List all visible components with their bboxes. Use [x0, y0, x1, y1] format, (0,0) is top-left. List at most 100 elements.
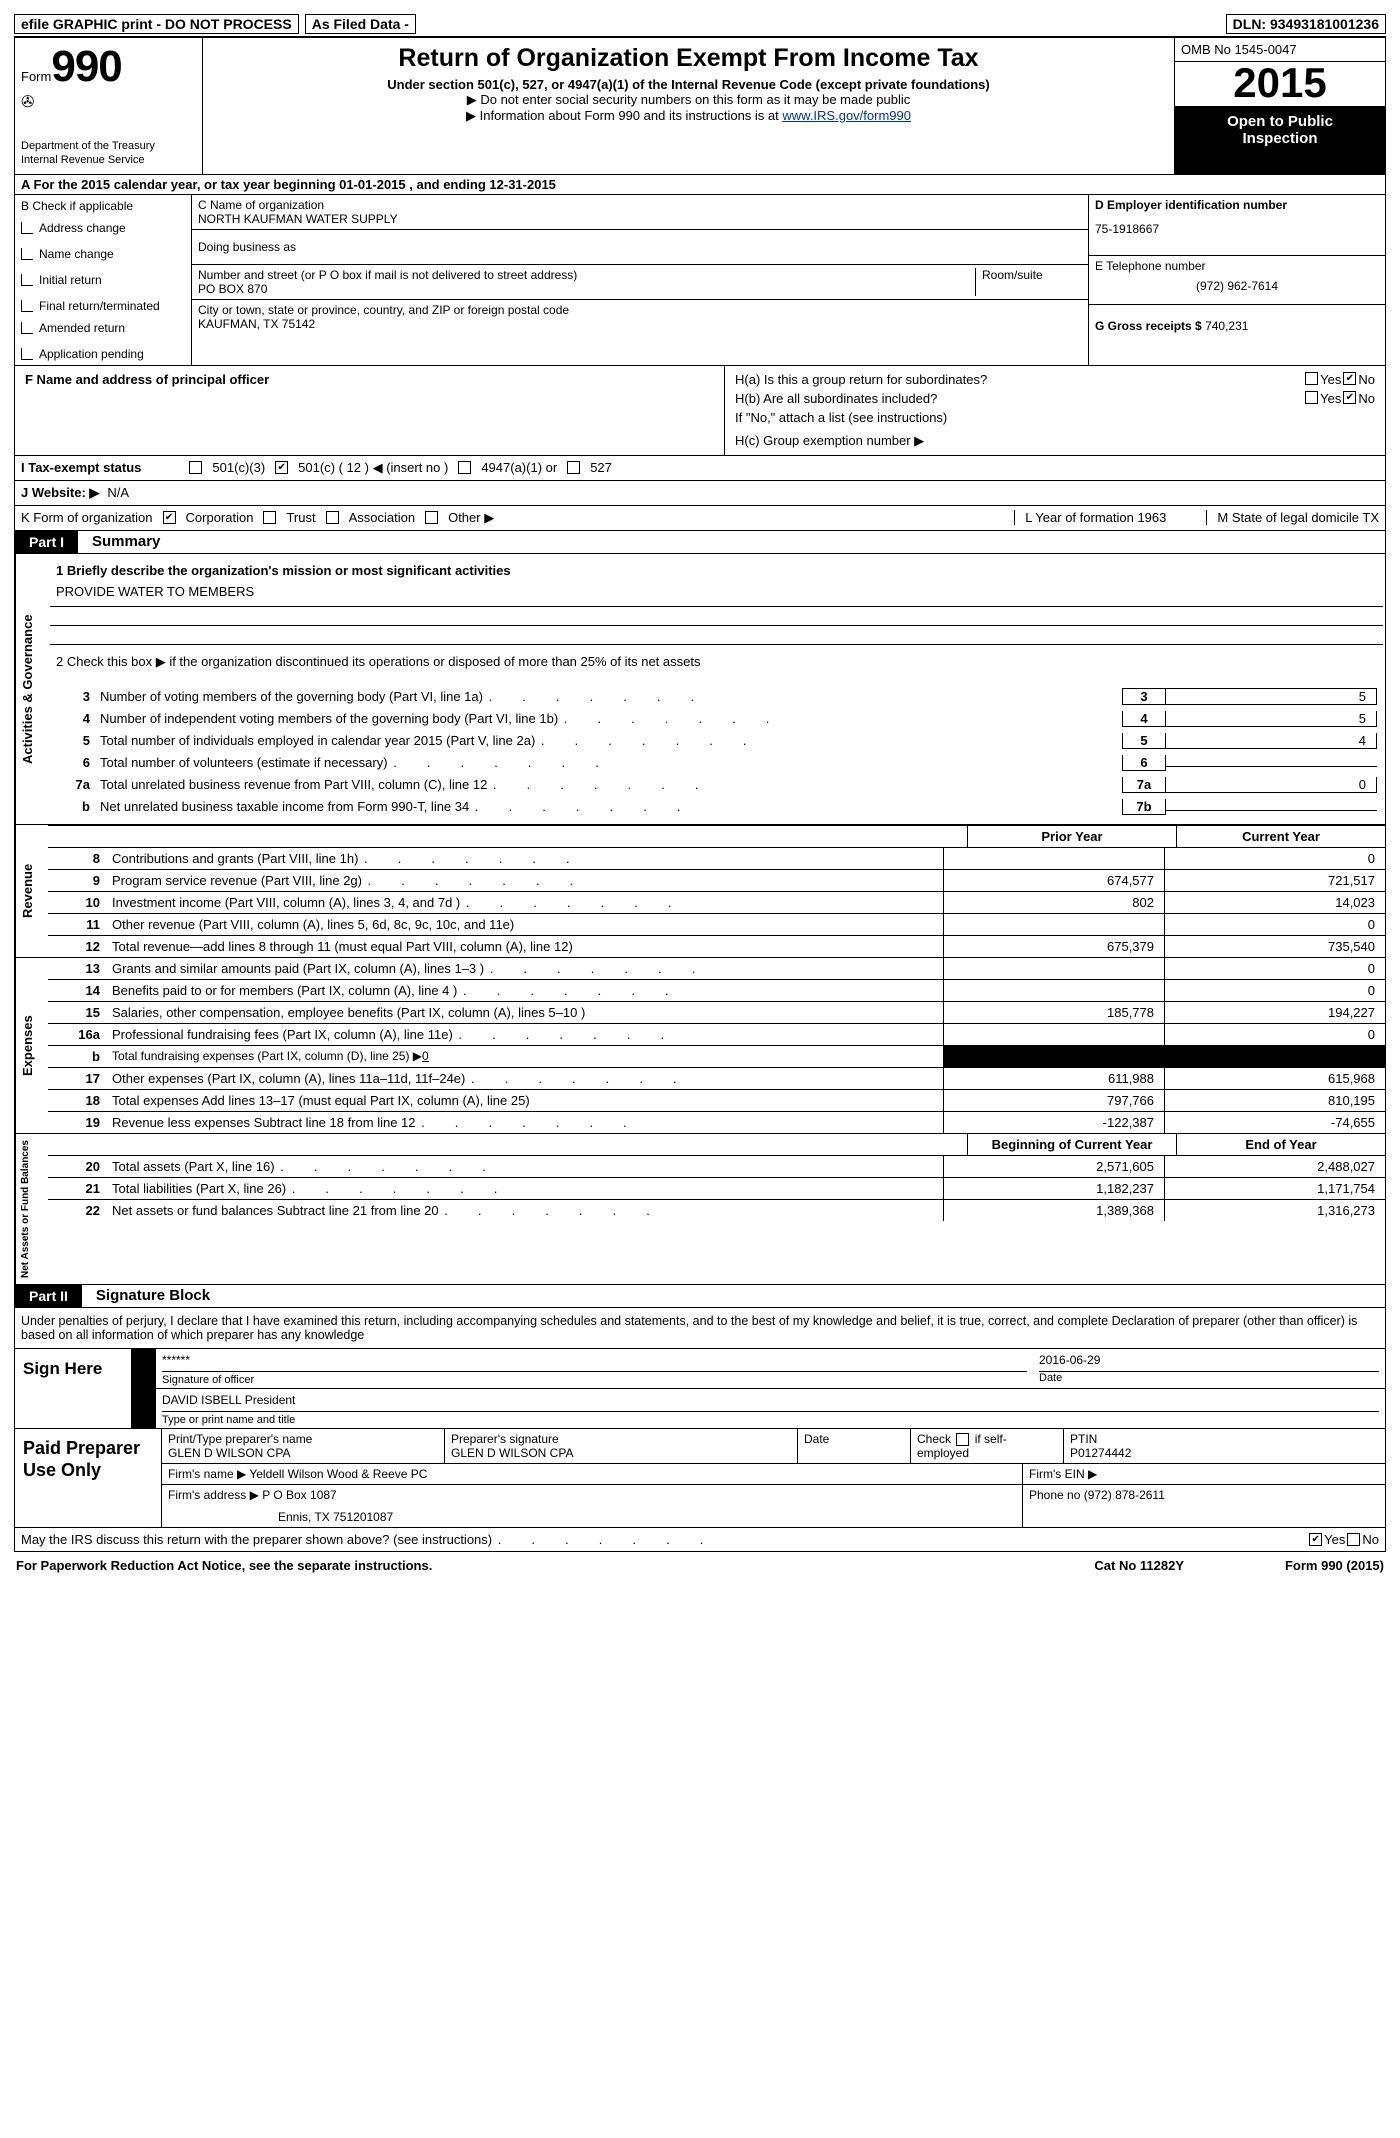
asfiled-box: As Filed Data -: [305, 14, 416, 34]
k-trust[interactable]: [263, 511, 276, 524]
tax-year: 2015: [1175, 62, 1385, 107]
chk-name[interactable]: Name change: [21, 247, 185, 261]
row-i: I Tax-exempt status 501(c)(3) ✔501(c) ( …: [14, 456, 1386, 481]
chk-selfemp[interactable]: [956, 1433, 969, 1446]
d-tel: (972) 962-7614: [1095, 279, 1379, 293]
irs-link[interactable]: www.IRS.gov/form990: [782, 108, 911, 123]
c-street: PO BOX 870: [198, 282, 975, 296]
sign-here-label: Sign Here: [15, 1349, 131, 1428]
black-cell-2: [1164, 1046, 1385, 1067]
black-cell-1: [943, 1046, 1164, 1067]
prep-label: Paid Preparer Use Only: [15, 1429, 161, 1527]
ha-no[interactable]: ✔: [1343, 372, 1356, 385]
prep-date-label: Date: [798, 1429, 911, 1463]
k-corp[interactable]: ✔: [163, 511, 176, 524]
l17: Other expenses (Part IX, column (A), lin…: [106, 1068, 943, 1089]
k-label: K Form of organization: [21, 510, 153, 525]
block-expenses: Expenses 13Grants and similar amounts pa…: [14, 958, 1386, 1134]
hb-label: H(b) Are all subordinates included?: [735, 391, 1303, 406]
ha-label: H(a) Is this a group return for subordin…: [735, 372, 1303, 387]
row-fh: F Name and address of principal officer …: [14, 366, 1386, 456]
ha-yes[interactable]: [1305, 372, 1318, 385]
arrow-icon: [132, 1349, 156, 1388]
chk-address[interactable]: Address change: [21, 221, 185, 235]
hc-label: H(c) Group exemption number ▶: [735, 433, 1375, 449]
l21: Total liabilities (Part X, line 26): [106, 1178, 943, 1199]
form-title: Return of Organization Exempt From Incom…: [213, 44, 1164, 73]
i-label: I Tax-exempt status: [21, 460, 141, 475]
block-netassets: Net Assets or Fund Balances Beginning of…: [14, 1134, 1386, 1285]
form-header: Form990 ✇ Department of the Treasury Int…: [14, 36, 1386, 175]
v5: 4: [1166, 733, 1377, 749]
sig-name: DAVID ISBELL President: [162, 1391, 1379, 1412]
c-city-label: City or town, state or province, country…: [198, 303, 1082, 317]
chk-initial[interactable]: Initial return: [21, 273, 185, 287]
discuss-no[interactable]: [1347, 1533, 1360, 1546]
footer-last: For Paperwork Reduction Act Notice, see …: [14, 1552, 1386, 1573]
part2-tag: Part II: [15, 1285, 82, 1307]
chk-final[interactable]: Final return/terminated: [21, 299, 185, 313]
l1-mission: PROVIDE WATER TO MEMBERS: [56, 584, 1377, 599]
k-other[interactable]: [425, 511, 438, 524]
l11: Other revenue (Part VIII, column (A), li…: [106, 914, 943, 935]
part2-title: Signature Block: [82, 1287, 210, 1304]
discuss-yes[interactable]: ✔: [1309, 1533, 1322, 1546]
sig-date-label: Date: [1039, 1372, 1379, 1384]
col-c: C Name of organization NORTH KAUFMAN WAT…: [192, 195, 1088, 365]
lb: Total fundraising expenses (Part IX, col…: [106, 1046, 943, 1067]
hdr-current: Current Year: [1176, 826, 1385, 847]
l18: Total expenses Add lines 13–17 (must equ…: [106, 1090, 943, 1111]
row-a-taxyear: A For the 2015 calendar year, or tax yea…: [14, 175, 1386, 195]
l22: Net assets or fund balances Subtract lin…: [106, 1200, 943, 1221]
chk-pending[interactable]: Application pending: [21, 347, 185, 361]
ptin-value: P01274442: [1070, 1446, 1379, 1460]
form-word: Form: [21, 69, 51, 84]
c-room-label: Room/suite: [975, 268, 1082, 296]
l19: Revenue less expenses Subtract line 18 f…: [106, 1112, 943, 1133]
l4: Number of independent voting members of …: [100, 711, 1122, 726]
d-ein: 75-1918667: [1095, 222, 1379, 236]
hb-yes[interactable]: [1305, 391, 1318, 404]
l7a: Total unrelated business revenue from Pa…: [100, 777, 1122, 792]
open-inspection: Open to Public Inspection: [1175, 107, 1385, 174]
c-dba: Doing business as: [192, 230, 1088, 265]
chk-amended[interactable]: Amended return: [21, 321, 185, 335]
dept-treasury: Department of the Treasury: [21, 140, 196, 154]
efile-box: efile GRAPHIC print - DO NOT PROCESS: [14, 14, 299, 34]
d-ein-label: D Employer identification number: [1095, 198, 1379, 212]
l2: 2 Check this box ▶ if the organization d…: [56, 654, 1377, 670]
header-line2: ▶ Information about Form 990 and its ins…: [213, 108, 1164, 124]
v3: 5: [1166, 688, 1377, 705]
sig-date: 2016-06-29: [1039, 1351, 1379, 1372]
header-line1: ▶ Do not enter social security numbers o…: [213, 92, 1164, 108]
prep-sig: GLEN D WILSON CPA: [451, 1446, 791, 1460]
k-assoc[interactable]: [326, 511, 339, 524]
l8: Contributions and grants (Part VIII, lin…: [106, 848, 943, 869]
d-tel-label: E Telephone number: [1095, 259, 1379, 273]
v4: 5: [1166, 711, 1377, 727]
form-number: 990: [51, 42, 121, 91]
hdr-eoy: End of Year: [1176, 1134, 1385, 1155]
part2-header: Part II Signature Block: [14, 1285, 1386, 1308]
i-501c[interactable]: ✔: [275, 461, 288, 474]
h-block: H(a) Is this a group return for subordin…: [724, 366, 1385, 455]
header-mid: Return of Organization Exempt From Incom…: [203, 38, 1174, 174]
i-501c3[interactable]: [189, 461, 202, 474]
hb-no[interactable]: ✔: [1343, 391, 1356, 404]
firm-addr-label: Firm's address ▶: [168, 1488, 259, 1502]
i-527[interactable]: [567, 461, 580, 474]
l10: Investment income (Part VIII, column (A)…: [106, 892, 943, 913]
l-year: L Year of formation 1963: [1014, 510, 1166, 525]
sig-typename-label: Type or print name and title: [162, 1412, 1379, 1426]
org-name: NORTH KAUFMAN WATER SUPPLY: [198, 212, 1082, 226]
firm-label: Firm's name ▶: [168, 1467, 246, 1481]
hdr-prior: Prior Year: [967, 826, 1176, 847]
l9: Program service revenue (Part VIII, line…: [106, 870, 943, 891]
l1-label: 1 Briefly describe the organization's mi…: [56, 563, 511, 578]
discuss-row: May the IRS discuss this return with the…: [14, 1528, 1386, 1552]
firm-phone: Phone no (972) 878-2611: [1023, 1485, 1385, 1527]
firm-name: Yeldell Wilson Wood & Reeve PC: [249, 1467, 427, 1481]
i-4947[interactable]: [458, 461, 471, 474]
l16a: Professional fundraising fees (Part IX, …: [106, 1024, 943, 1045]
part1-tag: Part I: [15, 531, 78, 553]
